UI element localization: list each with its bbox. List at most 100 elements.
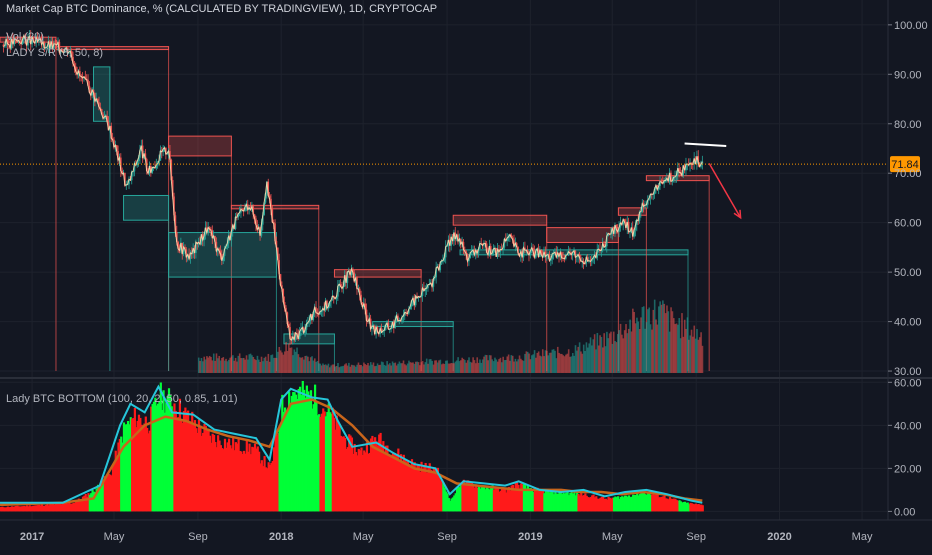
oscillator-bar bbox=[621, 496, 624, 512]
volume-bar bbox=[561, 353, 563, 373]
oscillator-bar bbox=[318, 414, 321, 512]
oscillator-bar bbox=[312, 404, 315, 512]
volume-bar bbox=[386, 361, 388, 373]
price-candle-body bbox=[511, 237, 514, 240]
last-price-label: 71.84 bbox=[891, 159, 919, 171]
price-candle-body bbox=[244, 206, 246, 212]
volume-bar bbox=[267, 353, 270, 373]
price-candle-body bbox=[264, 193, 267, 203]
oscillator-bar bbox=[582, 495, 586, 512]
price-candle-body bbox=[474, 250, 477, 255]
oscillator-bar bbox=[686, 502, 689, 512]
price-candle-body bbox=[64, 49, 66, 53]
price-candle-body bbox=[356, 277, 358, 289]
price-candle-body bbox=[94, 92, 96, 102]
oscillator-bar bbox=[548, 492, 551, 512]
oscillator-bar bbox=[465, 480, 468, 512]
oscillator-bar bbox=[511, 484, 515, 512]
volume-bar bbox=[304, 355, 307, 373]
oscillator-bar bbox=[468, 480, 471, 512]
price-candle-body bbox=[619, 223, 622, 228]
volume-bar bbox=[700, 332, 702, 373]
price-candle-body bbox=[214, 235, 216, 242]
volume-bar bbox=[397, 363, 399, 373]
volume-bar bbox=[657, 306, 660, 373]
oscillator-bar bbox=[667, 499, 670, 512]
price-candle-body bbox=[25, 39, 28, 46]
volume-bar bbox=[364, 364, 367, 373]
price-candle-body bbox=[221, 253, 223, 261]
price-candle-body bbox=[443, 257, 446, 261]
oscillator-axis-tick-label: 20.00 bbox=[894, 463, 922, 475]
oscillator-bar bbox=[24, 506, 27, 512]
price-candle-body bbox=[375, 326, 377, 335]
oscillator-bar bbox=[517, 484, 520, 512]
volume-bar bbox=[483, 356, 485, 373]
price-candle-body bbox=[499, 249, 502, 252]
volume-bar bbox=[226, 361, 229, 373]
volume-bar bbox=[600, 336, 603, 373]
price-candle-body bbox=[488, 246, 491, 255]
price-candle-body bbox=[353, 272, 356, 282]
oscillator-bar bbox=[432, 468, 435, 512]
price-candle-body bbox=[287, 323, 290, 328]
oscillator-bar bbox=[447, 498, 450, 512]
oscillator-bar bbox=[158, 401, 161, 512]
price-candle-body bbox=[211, 230, 214, 238]
oscillator-bar bbox=[244, 453, 247, 512]
price-candle-body bbox=[506, 238, 508, 241]
oscillator-bar bbox=[375, 441, 378, 512]
volume-bar bbox=[694, 338, 697, 373]
price-candle-body bbox=[92, 89, 95, 93]
volume-bar bbox=[331, 364, 334, 373]
volume-bar bbox=[323, 364, 326, 373]
oscillator-bar bbox=[554, 489, 557, 512]
oscillator-bar bbox=[425, 472, 429, 512]
price-candle-body bbox=[227, 235, 230, 244]
volume-bar bbox=[555, 358, 558, 373]
volume-bar bbox=[420, 362, 423, 373]
volume-bar bbox=[608, 333, 611, 373]
oscillator-bar bbox=[404, 459, 407, 512]
price-candle-body bbox=[510, 234, 513, 238]
price-candle-body bbox=[148, 166, 151, 174]
volume-bar bbox=[432, 364, 435, 373]
oscillator-bar bbox=[278, 425, 281, 512]
price-candle-body bbox=[548, 254, 551, 261]
oscillator-cyan-line bbox=[0, 384, 703, 504]
price-candle-body bbox=[403, 312, 406, 316]
price-candle-body bbox=[657, 186, 660, 190]
oscillator-bar bbox=[19, 506, 22, 512]
oscillator-bar bbox=[623, 495, 627, 512]
oscillator-bar bbox=[352, 453, 355, 512]
oscillator-bar bbox=[266, 468, 269, 512]
oscillator-bar bbox=[140, 424, 143, 512]
price-candle-body bbox=[413, 298, 416, 306]
oscillator-bar bbox=[647, 493, 650, 512]
volume-bar bbox=[659, 301, 661, 373]
price-candle-body bbox=[76, 71, 78, 75]
oscillator-bar bbox=[398, 459, 401, 512]
price-axis-tick-label: 80.00 bbox=[894, 119, 922, 131]
volume-bar bbox=[645, 322, 648, 373]
oscillator-bar bbox=[23, 505, 26, 512]
sr-zone-resistance bbox=[333, 269, 422, 278]
volume-bar bbox=[350, 364, 353, 373]
volume-bar bbox=[229, 357, 231, 373]
oscillator-bar bbox=[51, 503, 55, 512]
price-candle-body bbox=[401, 316, 403, 321]
volume-bar bbox=[222, 357, 225, 373]
volume-bar bbox=[290, 347, 293, 373]
volume-bar bbox=[356, 364, 358, 373]
oscillator-bar bbox=[435, 474, 438, 512]
oscillator-bar bbox=[361, 454, 364, 512]
price-candle-body bbox=[535, 250, 537, 258]
oscillator-bar bbox=[80, 499, 83, 512]
volume-bar bbox=[327, 363, 330, 373]
oscillator-bar bbox=[445, 491, 448, 512]
price-candle-body bbox=[47, 41, 50, 47]
volume-bar bbox=[585, 342, 588, 373]
price-candle-body bbox=[145, 159, 148, 171]
oscillator-bar bbox=[507, 486, 511, 512]
